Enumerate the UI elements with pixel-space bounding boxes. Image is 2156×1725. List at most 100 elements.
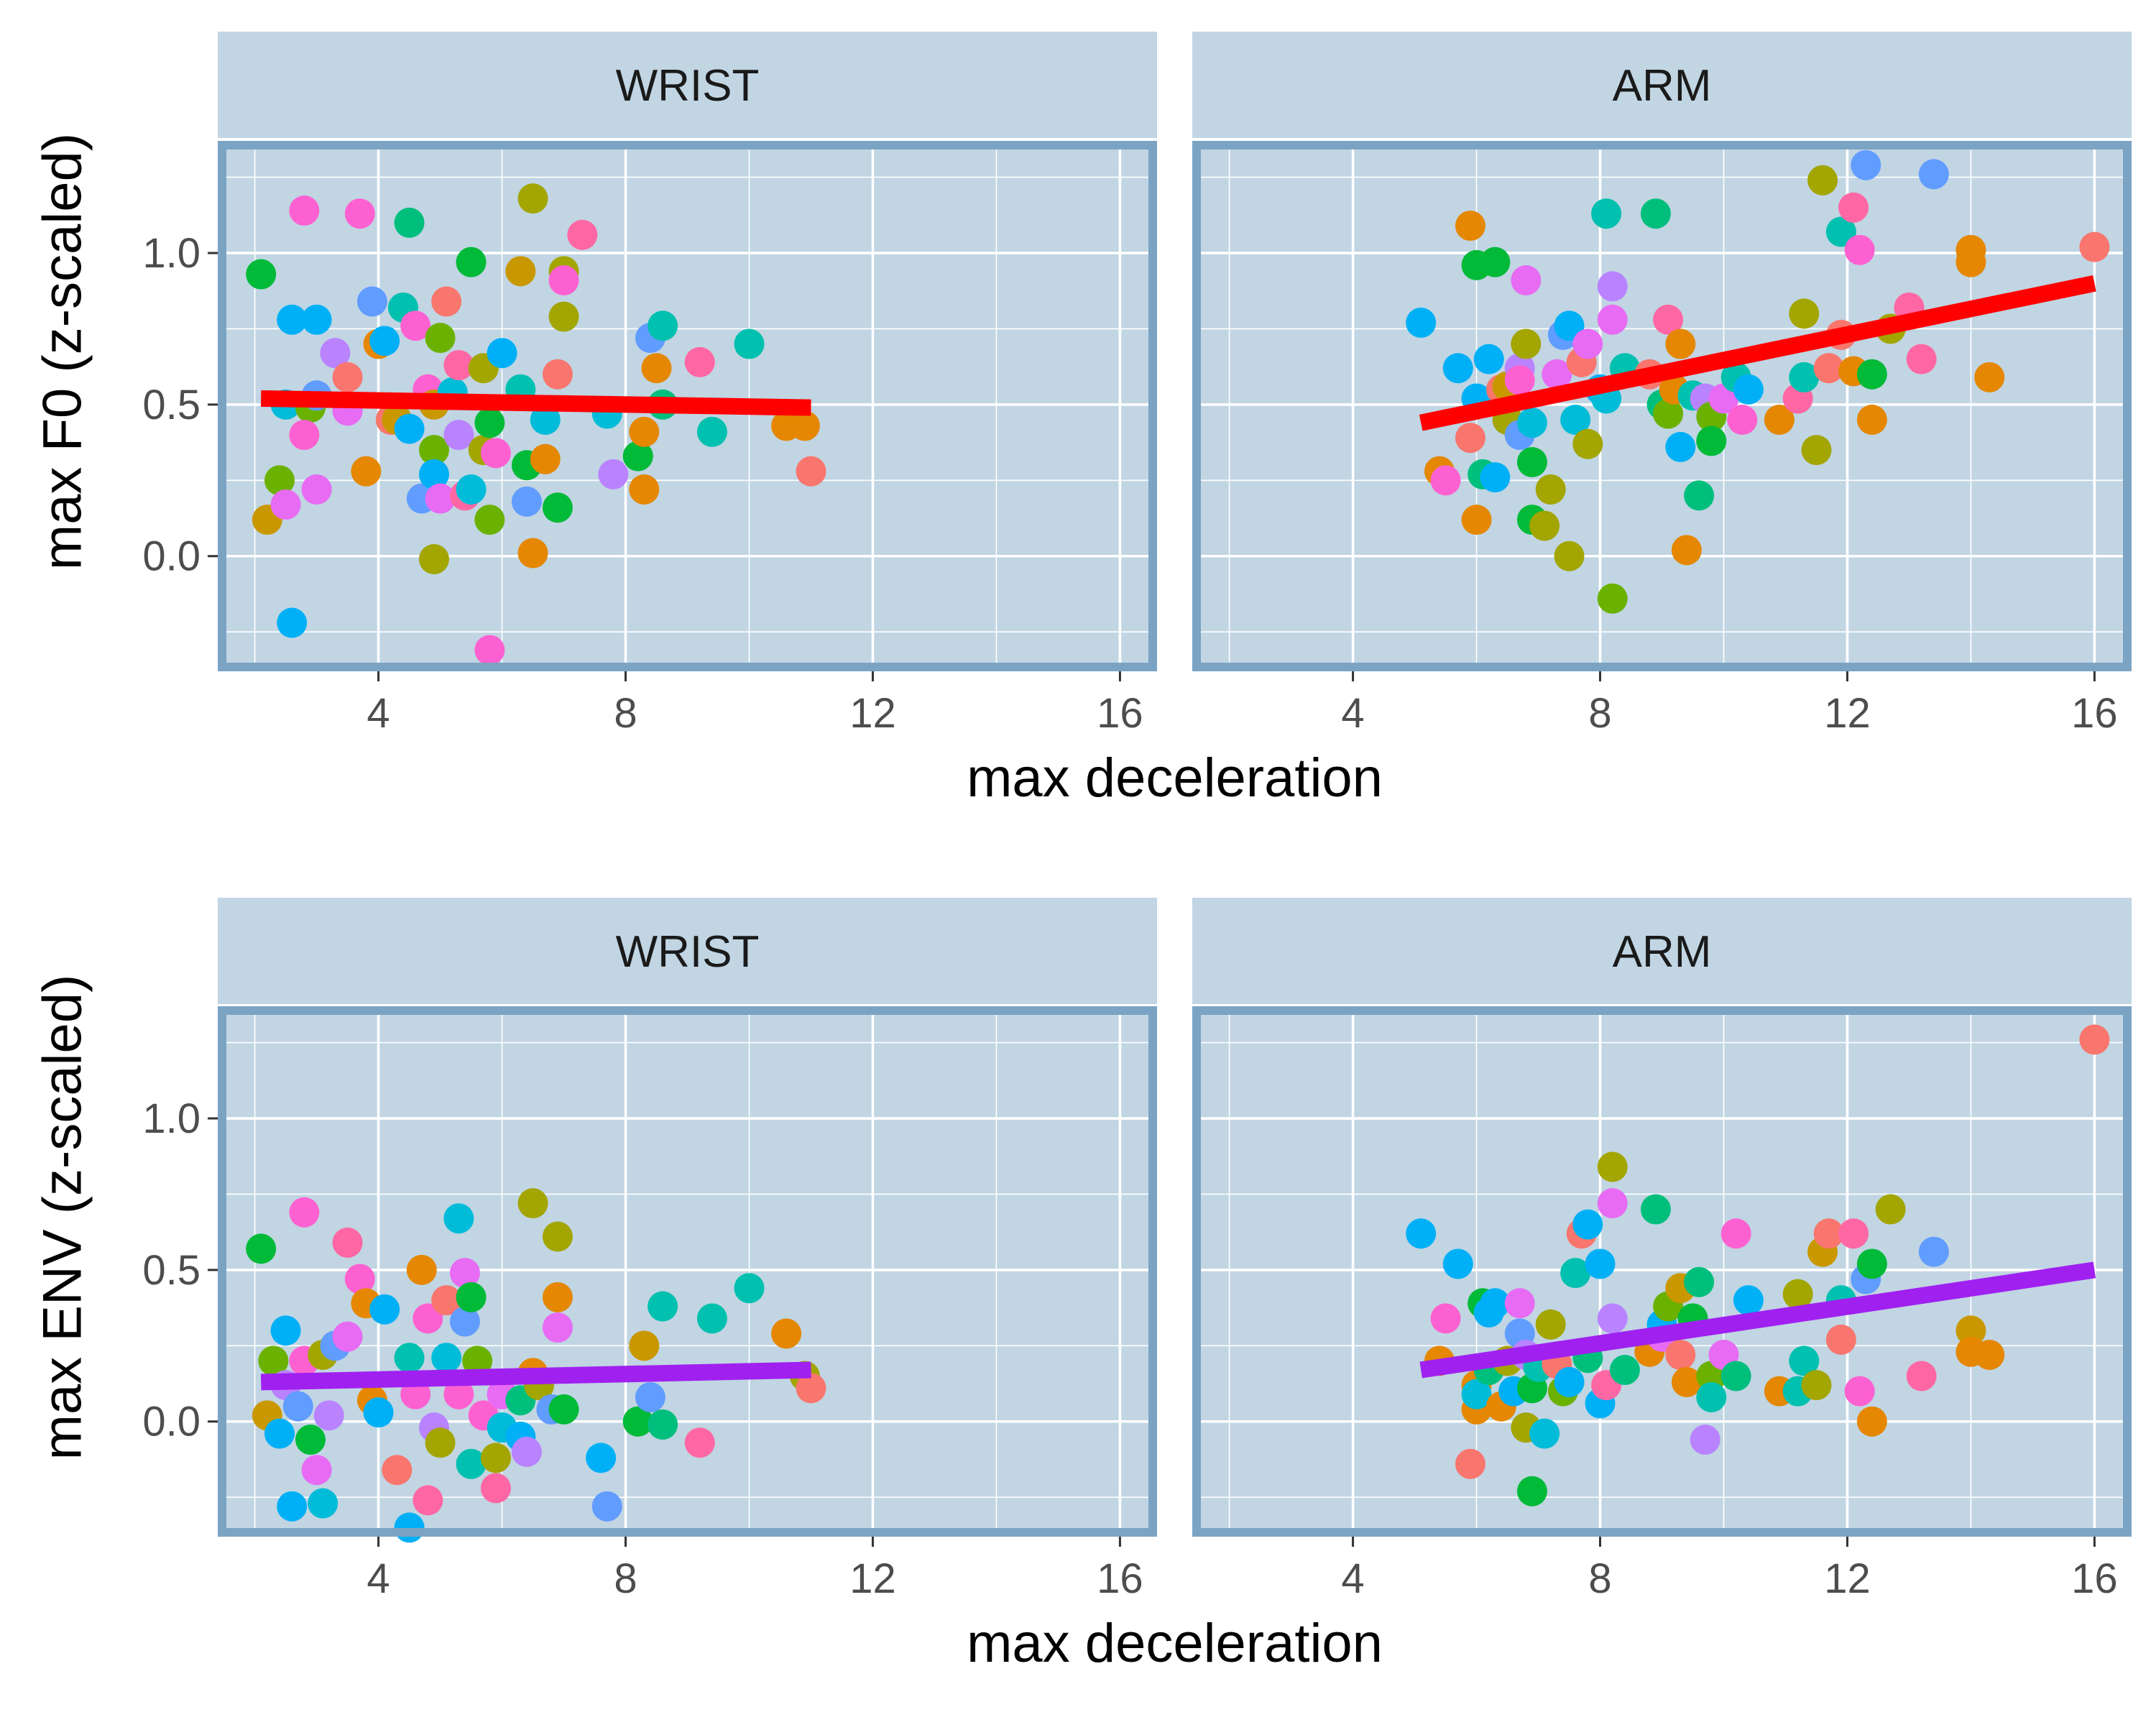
data-point <box>277 304 308 335</box>
x-tick-label: 16 <box>2071 1555 2118 1602</box>
data-point <box>517 1188 548 1219</box>
data-point <box>1597 1151 1628 1182</box>
data-point <box>542 492 573 523</box>
panel-wrist: WRIST 4 8 12 16 0.0 0.5 1.0 <box>142 898 1157 1602</box>
data-point <box>1906 1361 1937 1392</box>
data-point <box>591 1491 622 1522</box>
data-point <box>1455 423 1485 454</box>
data-point <box>511 486 542 517</box>
x-tick-label: 4 <box>367 1555 390 1602</box>
y-tick-label: 1.0 <box>142 230 201 277</box>
data-point <box>1733 374 1764 405</box>
data-point <box>480 438 511 469</box>
panel-arm: ARM 4 8 12 16 <box>1192 898 2132 1602</box>
data-point <box>246 1233 277 1264</box>
data-point <box>1430 465 1461 496</box>
data-point <box>629 474 660 505</box>
data-point <box>1733 1285 1764 1316</box>
data-point <box>622 1406 653 1437</box>
data-point <box>301 1455 332 1486</box>
data-point <box>264 465 295 496</box>
data-point <box>1455 211 1485 242</box>
data-point <box>418 543 449 574</box>
data-point <box>277 607 308 638</box>
data-point <box>511 1436 542 1467</box>
data-point <box>1560 404 1591 435</box>
regression-line <box>260 1361 811 1391</box>
data-point <box>1516 447 1547 478</box>
data-point <box>332 1321 363 1352</box>
data-point <box>1461 1379 1492 1409</box>
data-point <box>449 1306 480 1337</box>
data-point <box>456 247 487 277</box>
x-tick-label: 12 <box>1824 1555 1871 1602</box>
data-point <box>1609 1355 1640 1386</box>
data-point <box>425 1427 456 1458</box>
data-point <box>456 1282 487 1312</box>
data-point <box>598 459 629 489</box>
data-point <box>1406 1218 1437 1249</box>
regression-line <box>1419 1261 2096 1379</box>
data-point <box>1974 1339 2005 1370</box>
x-tick-label: 8 <box>1588 690 1611 737</box>
data-point <box>1473 344 1504 374</box>
data-point <box>443 420 474 451</box>
data-point <box>1807 165 1838 196</box>
data-point <box>771 1318 802 1349</box>
data-point <box>1430 1303 1461 1334</box>
data-point <box>1560 1258 1591 1289</box>
data-point <box>313 1400 344 1431</box>
data-point <box>363 1397 394 1428</box>
data-point <box>542 1221 573 1252</box>
data-point <box>1480 1288 1511 1319</box>
data-point <box>2079 1024 2110 1055</box>
data-point <box>1504 1288 1535 1319</box>
data-point <box>796 456 826 487</box>
data-point <box>1684 1266 1715 1297</box>
data-point <box>1782 1279 1813 1310</box>
data-point <box>1684 480 1715 511</box>
data-point <box>1442 353 1473 384</box>
data-point <box>394 1343 425 1374</box>
x-tick-label: 4 <box>1341 690 1364 737</box>
data-point <box>394 207 425 238</box>
data-point <box>332 1227 363 1258</box>
data-point <box>1856 1248 1887 1279</box>
data-point <box>443 350 474 381</box>
data-point <box>369 1294 400 1325</box>
data-point <box>1789 1346 1820 1376</box>
x-tick-label: 8 <box>1588 1555 1611 1602</box>
data-point <box>449 1258 480 1289</box>
data-point <box>308 1488 338 1519</box>
data-point <box>369 326 400 356</box>
data-point <box>1511 328 1542 359</box>
data-point <box>1665 328 1696 359</box>
data-point <box>648 1409 678 1440</box>
x-tick-label: 16 <box>2071 690 2118 737</box>
data-point <box>696 416 727 447</box>
scatter-points <box>1406 150 2110 614</box>
data-point <box>1665 431 1696 462</box>
data-point <box>1554 540 1585 571</box>
data-point <box>548 1394 579 1425</box>
data-point <box>530 443 561 474</box>
data-point <box>1529 1418 1560 1449</box>
data-point <box>413 1485 443 1516</box>
data-point <box>1653 398 1684 429</box>
x-axis-title: max deceleration <box>967 748 1383 809</box>
facet-strip <box>1192 898 2132 1004</box>
data-point <box>1591 198 1622 229</box>
data-point <box>295 1425 326 1455</box>
data-point <box>413 1303 443 1334</box>
data-point <box>1690 1425 1720 1455</box>
y-tick-label: 1.0 <box>142 1095 201 1142</box>
x-tick-label: 8 <box>614 690 637 737</box>
data-point <box>1597 1188 1628 1219</box>
panel-border <box>1192 1006 2132 1537</box>
data-point <box>548 264 579 295</box>
data-point <box>629 1330 660 1361</box>
data-point <box>1856 1406 1887 1437</box>
data-point <box>1856 359 1887 390</box>
data-point <box>394 413 425 444</box>
data-point <box>684 1427 715 1458</box>
